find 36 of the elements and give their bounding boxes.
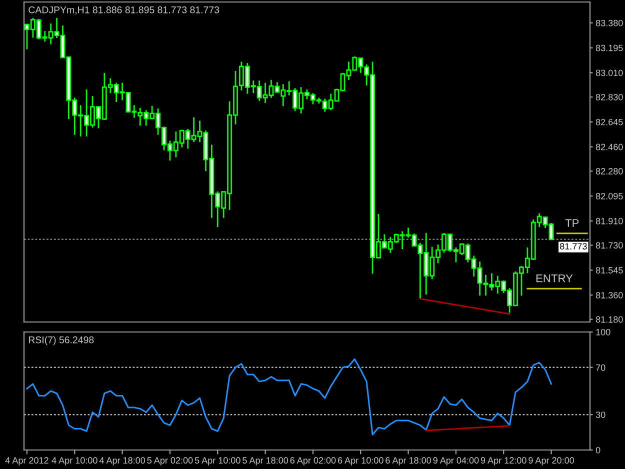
series-label: ENTRY: [536, 274, 573, 282]
series-label: TP: [565, 219, 579, 227]
y-tick-label: 100: [596, 328, 610, 336]
y-tick-label: 81.360: [596, 292, 623, 298]
y-tick-label: 30: [596, 412, 606, 418]
chart-title: CADJPYm,H1 81.886 81.895 81.773 81.773: [28, 6, 220, 14]
y-tick-label: 83.195: [596, 44, 623, 52]
y-tick-label: 83.380: [596, 20, 623, 26]
y-tick-label: 0: [596, 446, 600, 454]
x-tick-label: 4 Apr 10:00: [52, 457, 98, 466]
x-tick-label: 5 Apr 10:00: [194, 457, 240, 466]
x-tick-label: 5 Apr 02:00: [147, 457, 193, 466]
ref-line-label: 81.773: [560, 243, 587, 250]
y-tick-label: 81.180: [596, 316, 623, 323]
x-tick-label: 4 Apr 18:00: [99, 457, 146, 466]
y-tick-label: 70: [596, 364, 606, 371]
y-tick-label: 82.095: [596, 192, 623, 200]
x-tick-label: 6 Apr 10:00: [338, 457, 384, 466]
x-tick-label: 9 Apr 04:00: [433, 457, 479, 466]
y-tick-label: 81.730: [596, 242, 623, 249]
x-tick-label: 5 Apr 18:00: [242, 457, 288, 466]
y-tick-label: 82.280: [596, 168, 623, 174]
x-tick-label: 4 Apr 2012: [5, 457, 48, 466]
y-tick-label: 81.545: [596, 267, 623, 274]
x-tick-label: 9 Apr 20:00: [528, 457, 574, 466]
y-tick-label: 83.010: [596, 70, 623, 76]
y-tick-label: 81.910: [596, 218, 623, 224]
chart-title: RSI(7) 56.2498: [28, 336, 94, 346]
line-series: [26, 358, 552, 436]
y-tick-label: 82.460: [596, 144, 623, 150]
x-tick-label: 9 Apr 12:00: [480, 457, 526, 466]
line-series: [419, 298, 510, 315]
y-tick-label: 82.830: [596, 94, 623, 100]
y-tick-label: 82.645: [596, 118, 623, 126]
x-tick-label: 6 Apr 18:00: [386, 457, 432, 466]
x-tick-label: 6 Apr 02:00: [290, 457, 336, 466]
